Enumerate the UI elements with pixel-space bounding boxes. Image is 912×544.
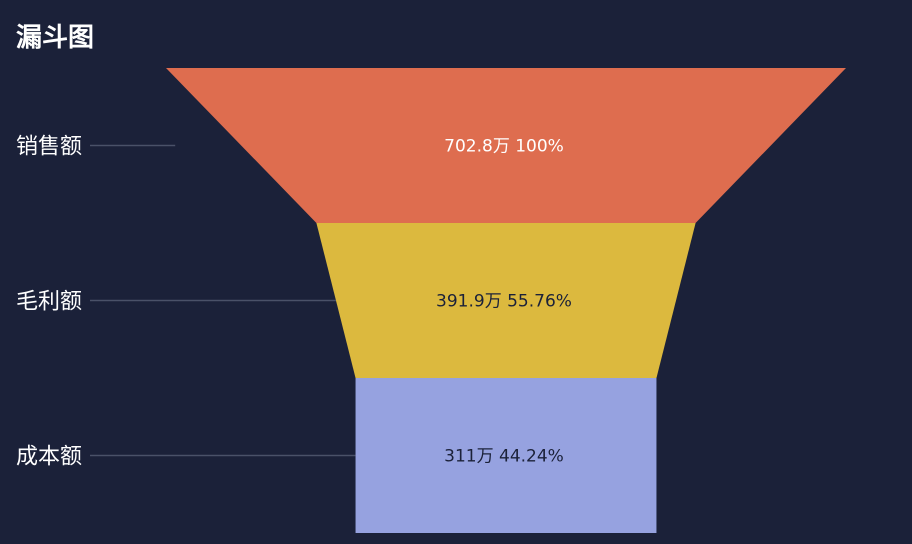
value-label: 391.9万 55.76% [436,292,572,312]
funnel-segment-1[interactable] [166,68,846,223]
stage-label: 毛利额 [16,290,82,315]
funnel-segment-3[interactable] [355,378,657,533]
funnel-segment-2[interactable] [316,223,696,378]
value-label: 702.8万 100% [444,137,564,157]
chart-title: 漏斗图 [16,23,95,53]
stage-label: 成本额 [16,445,82,470]
value-label: 311万 44.24% [444,447,564,467]
stage-label: 销售额 [16,135,82,160]
